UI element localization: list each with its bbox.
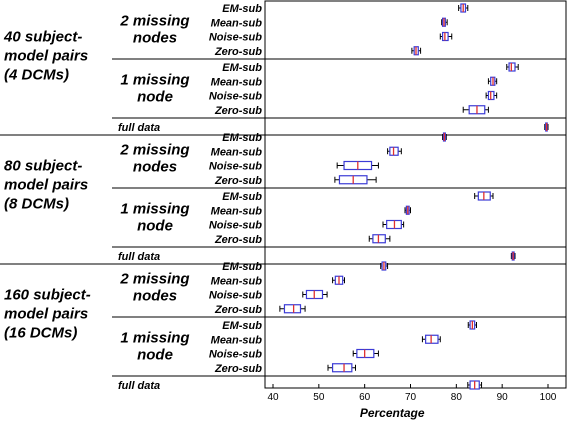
row-label-noise-sub: Noise-sub: [209, 349, 262, 361]
box-em-sub: [380, 261, 389, 271]
iqr-box: [356, 348, 375, 359]
group-label-line1: 80 subject-: [4, 158, 82, 175]
row-label-em-sub: EM-sub: [222, 3, 262, 15]
section-label-line1: 1 missing: [120, 72, 189, 89]
box-em-sub: [467, 320, 477, 330]
row-label-mean-sub: Mean-sub: [211, 205, 263, 217]
iqr-box: [508, 62, 516, 72]
plot-frame: [0, 0, 567, 389]
group-label-line3: (8 DCMs): [4, 196, 69, 213]
section-label-line1: 1 missing: [120, 330, 189, 347]
row-label-noise-sub: Noise-sub: [209, 290, 262, 302]
section-label-line2: node: [137, 347, 173, 364]
box-noise-sub: [382, 219, 405, 230]
row-label-noise-sub: Noise-sub: [209, 91, 262, 103]
box-noise-sub: [485, 90, 498, 101]
x-tick-label-90: 90: [497, 392, 509, 403]
iqr-box: [372, 234, 386, 244]
row-label-em-sub: EM-sub: [222, 132, 262, 144]
box-zero-sub: [327, 363, 356, 373]
x-tick-label-100: 100: [540, 392, 557, 403]
box-em-sub: [442, 132, 447, 142]
row-label-zero-sub: Zero-sub: [214, 175, 262, 187]
row-label-noise-sub: Noise-sub: [209, 161, 262, 173]
box-marks: [279, 3, 549, 390]
iqr-box: [283, 304, 302, 314]
box-full-data: [510, 251, 516, 261]
row-label-em-sub: EM-sub: [222, 320, 262, 332]
box-zero-sub: [462, 105, 489, 115]
row-labels: EM-sub Mean-sub Noise-sub Zero-sub 2 missing…: [3, 3, 262, 392]
section-label-line1: 2 missing: [119, 13, 189, 30]
box-em-sub: [458, 3, 469, 13]
box-zero-sub: [368, 234, 391, 244]
iqr-box: [331, 363, 353, 373]
row-label-em-sub: EM-sub: [222, 191, 262, 203]
section-label-line1: 2 missing: [119, 271, 189, 288]
full-data-label: full data: [118, 122, 160, 134]
row-label-mean-sub: Mean-sub: [211, 146, 263, 158]
section-label-line1: 1 missing: [120, 201, 189, 218]
box-em-sub: [474, 191, 494, 201]
group-label-line3: (4 DCMs): [4, 67, 69, 84]
row-label-mean-sub: Mean-sub: [211, 275, 263, 287]
row-label-mean-sub: Mean-sub: [211, 17, 263, 29]
box-mean-sub: [387, 146, 402, 156]
x-axis-label: Percentage: [360, 406, 425, 420]
iqr-box: [425, 334, 439, 344]
x-axis: 40 50 60 70 80 90 100 Percentage: [267, 384, 557, 420]
section-label-line2: node: [137, 218, 173, 235]
section-label-line1: 2 missing: [119, 142, 189, 159]
x-tick-label-60: 60: [359, 392, 371, 403]
x-tick-label-70: 70: [405, 392, 417, 403]
row-label-zero-sub: Zero-sub: [214, 234, 262, 246]
section-label-line2: nodes: [133, 30, 177, 47]
box-full-data: [467, 380, 483, 390]
box-noise-sub: [336, 160, 379, 171]
group-label-line2: model pairs: [4, 48, 88, 65]
box-full-data: [544, 122, 549, 132]
group-label-line2: model pairs: [4, 306, 88, 323]
row-label-zero-sub: Zero-sub: [214, 363, 262, 375]
row-label-zero-sub: Zero-sub: [214, 304, 262, 316]
box-noise-sub: [302, 289, 328, 300]
box-zero-sub: [279, 304, 306, 314]
group-label-line3: (16 DCMs): [4, 325, 77, 342]
group-label-line1: 160 subject-: [4, 287, 91, 304]
section-label-line2: node: [137, 89, 173, 106]
row-label-mean-sub: Mean-sub: [211, 334, 263, 346]
box-mean-sub: [441, 17, 448, 27]
group-label-line1: 40 subject-: [3, 29, 82, 46]
full-data-label: full data: [118, 251, 160, 263]
row-label-zero-sub: Zero-sub: [214, 46, 262, 58]
plot-border: [264, 0, 567, 389]
box-mean-sub: [421, 334, 441, 344]
box-em-sub: [506, 62, 519, 72]
box-mean-sub: [487, 76, 498, 86]
box-mean-sub: [332, 275, 345, 285]
box-noise-sub: [352, 348, 379, 359]
x-tick-label-50: 50: [313, 392, 325, 403]
x-tick-label-80: 80: [451, 392, 463, 403]
box-zero-sub: [411, 46, 422, 56]
row-label-noise-sub: Noise-sub: [209, 32, 262, 44]
group-label-line2: model pairs: [4, 177, 88, 194]
x-tick-label-40: 40: [267, 392, 279, 403]
section-label-line2: nodes: [133, 159, 177, 176]
row-label-em-sub: EM-sub: [222, 62, 262, 74]
box-mean-sub: [404, 205, 411, 215]
row-label-zero-sub: Zero-sub: [214, 105, 262, 117]
row-label-em-sub: EM-sub: [222, 261, 262, 273]
section-label-line2: nodes: [133, 288, 177, 305]
full-data-label: full data: [118, 380, 160, 392]
row-label-noise-sub: Noise-sub: [209, 220, 262, 232]
box-noise-sub: [439, 31, 453, 42]
box-zero-sub: [334, 175, 377, 185]
row-label-mean-sub: Mean-sub: [211, 76, 263, 88]
